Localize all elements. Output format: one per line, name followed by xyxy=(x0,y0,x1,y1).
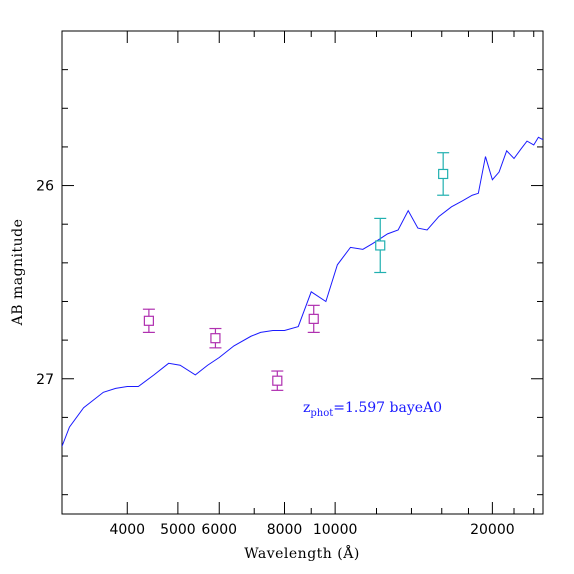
annotation-main: z xyxy=(303,400,310,416)
point-marker xyxy=(375,240,386,251)
x-tick-label: 10000 xyxy=(313,522,358,538)
data-point xyxy=(374,217,387,274)
point-marker xyxy=(143,315,154,326)
annotation-label: zphot=1.597 bayeA0 xyxy=(303,400,442,419)
point-marker xyxy=(272,375,283,386)
x-tick-label: 4000 xyxy=(109,522,145,538)
y-tick-label: 27 xyxy=(36,372,54,388)
point-marker xyxy=(210,333,221,344)
annotation-sub: phot xyxy=(310,408,333,419)
data-point xyxy=(209,327,222,349)
point-marker xyxy=(438,168,449,180)
photometry-points xyxy=(142,152,450,391)
point-marker xyxy=(308,313,319,324)
x-tick-label: 5000 xyxy=(160,522,196,538)
spectrum-line xyxy=(62,136,543,447)
x-tick-label: 8000 xyxy=(267,522,303,538)
tick-labels: 4000 5000 6000 8000 10000 20000 26 27 xyxy=(36,179,514,538)
data-point xyxy=(307,304,320,333)
x-tick-label: 6000 xyxy=(201,522,237,538)
y-axis-label: AB magnitude xyxy=(10,219,26,327)
y-tick-label: 26 xyxy=(36,179,54,195)
data-point xyxy=(271,370,284,391)
axis-ticks xyxy=(61,31,543,514)
plot-frame xyxy=(61,30,544,515)
data-point xyxy=(437,152,450,196)
x-tick-label: 20000 xyxy=(470,522,515,538)
annotation-rest: =1.597 bayeA0 xyxy=(333,400,442,416)
model-spectrum xyxy=(62,136,543,447)
x-axis-label: Wavelength (Å) xyxy=(244,544,360,562)
data-point xyxy=(142,308,155,333)
